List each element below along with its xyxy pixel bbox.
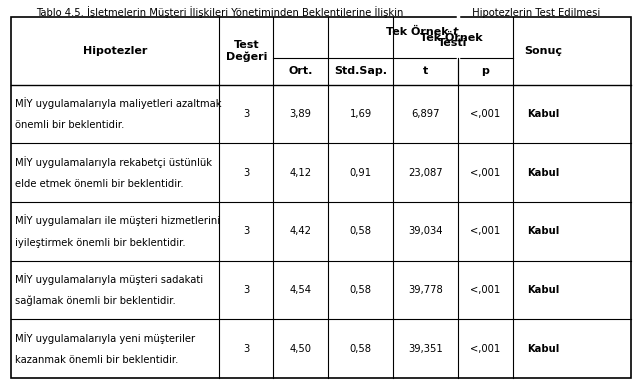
Text: Sonuç: Sonuç [525, 46, 563, 56]
Text: 4,50: 4,50 [290, 344, 312, 354]
Text: önemli bir beklentidir.: önemli bir beklentidir. [15, 120, 125, 130]
Text: t: t [453, 27, 458, 37]
Text: 0,58: 0,58 [350, 226, 371, 236]
Text: Kabul: Kabul [527, 226, 560, 236]
Text: 3: 3 [243, 226, 249, 236]
Text: 3,89: 3,89 [290, 109, 312, 119]
Text: kazanmak önemli bir beklentidir.: kazanmak önemli bir beklentidir. [15, 355, 179, 365]
Text: MİY uygulamalarıyla rekabetçi üstünlük: MİY uygulamalarıyla rekabetçi üstünlük [15, 156, 212, 167]
Text: <,001: <,001 [470, 168, 501, 178]
Text: Tek Örnek: Tek Örnek [386, 27, 453, 37]
Text: 0,91: 0,91 [349, 168, 371, 178]
Text: p: p [481, 66, 489, 76]
Text: <,001: <,001 [470, 226, 501, 236]
Text: Testi: Testi [438, 38, 467, 48]
Text: sağlamak önemli bir beklentidir.: sağlamak önemli bir beklentidir. [15, 296, 176, 306]
Text: MİY uygulamalarıyla müşteri sadakati: MİY uygulamalarıyla müşteri sadakati [15, 273, 204, 285]
Text: Hipotezler: Hipotezler [83, 46, 148, 56]
Text: Kabul: Kabul [527, 285, 560, 295]
Text: 23,087: 23,087 [408, 168, 443, 178]
Text: 39,034: 39,034 [408, 226, 443, 236]
Text: 1,69: 1,69 [349, 109, 371, 119]
Text: MİY uygulamalarıyla maliyetleri azaltmak: MİY uygulamalarıyla maliyetleri azaltmak [15, 97, 222, 109]
Text: <,001: <,001 [470, 344, 501, 354]
Text: iyileştirmek önemli bir beklentidir.: iyileştirmek önemli bir beklentidir. [15, 238, 186, 248]
Text: Tek Örnek: Tek Örnek [420, 32, 486, 43]
Text: Std.Sap.: Std.Sap. [334, 66, 387, 76]
Text: 3: 3 [243, 344, 249, 354]
Text: <,001: <,001 [470, 109, 501, 119]
Text: Test
Değeri: Test Değeri [226, 40, 267, 62]
Text: 3: 3 [243, 168, 249, 178]
Text: MİY uygulamaları ile müşteri hizmetlerini: MİY uygulamaları ile müşteri hizmetlerin… [15, 214, 221, 226]
Text: Ort.: Ort. [289, 66, 313, 76]
Text: Tablo 4.5. İşletmelerin Müşteri İlişkileri Yönetiminden Beklentilerine İlişkin  : Tablo 4.5. İşletmelerin Müşteri İlişkile… [36, 6, 600, 18]
Text: 4,12: 4,12 [289, 168, 312, 178]
Text: 39,778: 39,778 [408, 285, 443, 295]
Text: 3: 3 [243, 285, 249, 295]
Text: MİY uygulamalarıyla yeni müşteriler: MİY uygulamalarıyla yeni müşteriler [15, 331, 195, 343]
Text: 0,58: 0,58 [350, 344, 371, 354]
Text: 39,351: 39,351 [408, 344, 443, 354]
Text: 4,42: 4,42 [290, 226, 312, 236]
Text: <,001: <,001 [470, 285, 501, 295]
Text: Kabul: Kabul [527, 168, 560, 178]
Text: 6,897: 6,897 [411, 109, 440, 119]
Text: 4,54: 4,54 [290, 285, 312, 295]
Text: Kabul: Kabul [527, 109, 560, 119]
Text: 3: 3 [243, 109, 249, 119]
Text: Kabul: Kabul [527, 344, 560, 354]
Text: 0,58: 0,58 [350, 285, 371, 295]
Text: elde etmek önemli bir beklentidir.: elde etmek önemli bir beklentidir. [15, 179, 184, 189]
Text: t: t [423, 66, 428, 76]
